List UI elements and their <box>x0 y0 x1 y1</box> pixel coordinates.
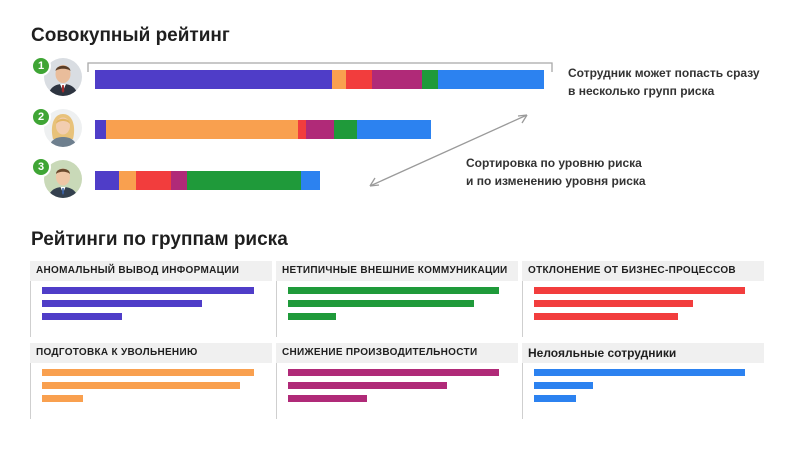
rank-badge-3: 3 <box>31 157 51 177</box>
sorting-annotation-line-1: Сортировка по уровню риска <box>466 156 642 170</box>
sorting-annotation-line-2: и по изменению уровня риска <box>466 174 646 188</box>
group-bar-3-2 <box>534 300 693 307</box>
sorting-annotation: Сортировка по уровню риска и по изменени… <box>466 154 646 190</box>
group-bar-4-2 <box>42 382 240 389</box>
multi-group-annotation-line-2: в несколько групп риска <box>568 84 715 98</box>
group-card-bars <box>276 363 518 419</box>
risk-segment-3-1 <box>95 171 119 190</box>
overall-rating-title: Совокупный рейтинг <box>31 25 230 46</box>
risk-bar-2[interactable] <box>95 120 431 139</box>
group-bar-1-3 <box>42 313 122 320</box>
group-bar-4-3 <box>42 395 83 402</box>
employee-row-1[interactable]: 1 <box>0 56 560 100</box>
multi-group-annotation: Сотрудник может попасть сразу в нескольк… <box>568 64 760 100</box>
group-card-bars <box>30 363 272 419</box>
employee-avatar-1[interactable] <box>44 58 82 96</box>
group-bar-6-3 <box>534 395 576 402</box>
group-card-title: ОТКЛОНЕНИЕ ОТ БИЗНЕС-ПРОЦЕССОВ <box>522 261 764 281</box>
risk-segment-1-1 <box>95 70 332 89</box>
group-bar-3-1 <box>534 287 745 294</box>
employee-row-3[interactable]: 3 <box>0 157 560 201</box>
group-bar-3-3 <box>534 313 678 320</box>
risk-segment-3-4 <box>171 171 187 190</box>
group-card-productivity-drop[interactable]: СНИЖЕНИЕ ПРОИЗВОДИТЕЛЬНОСТИ <box>276 343 518 419</box>
risk-segment-3-2 <box>119 171 136 190</box>
group-bar-1-2 <box>42 300 202 307</box>
employee-row-2[interactable]: 2 <box>0 107 560 151</box>
risk-segment-3-5 <box>187 171 301 190</box>
rank-badge-2: 2 <box>31 107 51 127</box>
group-card-atypical-comms[interactable]: НЕТИПИЧНЫЕ ВНЕШНИЕ КОММУНИКАЦИИ <box>276 261 518 337</box>
group-bar-2-2 <box>288 300 474 307</box>
risk-segment-2-5 <box>334 120 357 139</box>
group-card-title: НЕТИПИЧНЫЕ ВНЕШНИЕ КОММУНИКАЦИИ <box>276 261 518 281</box>
group-bar-6-1 <box>534 369 745 376</box>
risk-segment-2-4 <box>306 120 334 139</box>
group-card-bars <box>522 363 764 419</box>
risk-segment-2-6 <box>357 120 431 139</box>
group-card-title: АНОМАЛЬНЫЙ ВЫВОД ИНФОРМАЦИИ <box>30 261 272 281</box>
group-bar-5-1 <box>288 369 499 376</box>
group-ratings-title: Рейтинги по группам риска <box>31 229 288 250</box>
risk-bar-1[interactable] <box>95 70 544 89</box>
risk-segment-2-1 <box>95 120 106 139</box>
risk-segment-1-4 <box>372 70 422 89</box>
sort-double-arrow-icon <box>369 114 528 187</box>
risk-bar-3[interactable] <box>95 171 320 190</box>
risk-segment-3-3 <box>136 171 171 190</box>
group-card-title: Нелояльные сотрудники <box>522 343 764 363</box>
group-card-bars <box>276 281 518 337</box>
risk-segment-3-6 <box>301 171 320 190</box>
risk-segment-2-3 <box>298 120 306 139</box>
group-card-title: ПОДГОТОВКА К УВОЛЬНЕНИЮ <box>30 343 272 363</box>
group-card-bars <box>30 281 272 337</box>
group-bar-1-1 <box>42 287 254 294</box>
risk-segment-1-5 <box>422 70 438 89</box>
multi-group-annotation-line-1: Сотрудник может попасть сразу <box>568 66 760 80</box>
group-card-bars <box>522 281 764 337</box>
risk-segment-1-6 <box>438 70 544 89</box>
group-card-disloyal[interactable]: Нелояльные сотрудники <box>522 343 764 419</box>
group-bar-5-3 <box>288 395 367 402</box>
risk-segment-2-2 <box>106 120 298 139</box>
risk-segment-1-3 <box>346 70 372 89</box>
group-bar-6-2 <box>534 382 593 389</box>
group-card-resignation-prep[interactable]: ПОДГОТОВКА К УВОЛЬНЕНИЮ <box>30 343 272 419</box>
risk-segment-1-2 <box>332 70 346 89</box>
group-card-anomalous-output[interactable]: АНОМАЛЬНЫЙ ВЫВОД ИНФОРМАЦИИ <box>30 261 272 337</box>
multi-group-bracket <box>87 62 553 72</box>
group-card-title: СНИЖЕНИЕ ПРОИЗВОДИТЕЛЬНОСТИ <box>276 343 518 363</box>
group-bar-5-2 <box>288 382 447 389</box>
group-bar-2-3 <box>288 313 336 320</box>
group-bar-4-1 <box>42 369 254 376</box>
group-bar-2-1 <box>288 287 499 294</box>
rank-badge-1: 1 <box>31 56 51 76</box>
group-card-process-deviation[interactable]: ОТКЛОНЕНИЕ ОТ БИЗНЕС-ПРОЦЕССОВ <box>522 261 764 337</box>
employee-avatar-2[interactable] <box>44 109 82 147</box>
